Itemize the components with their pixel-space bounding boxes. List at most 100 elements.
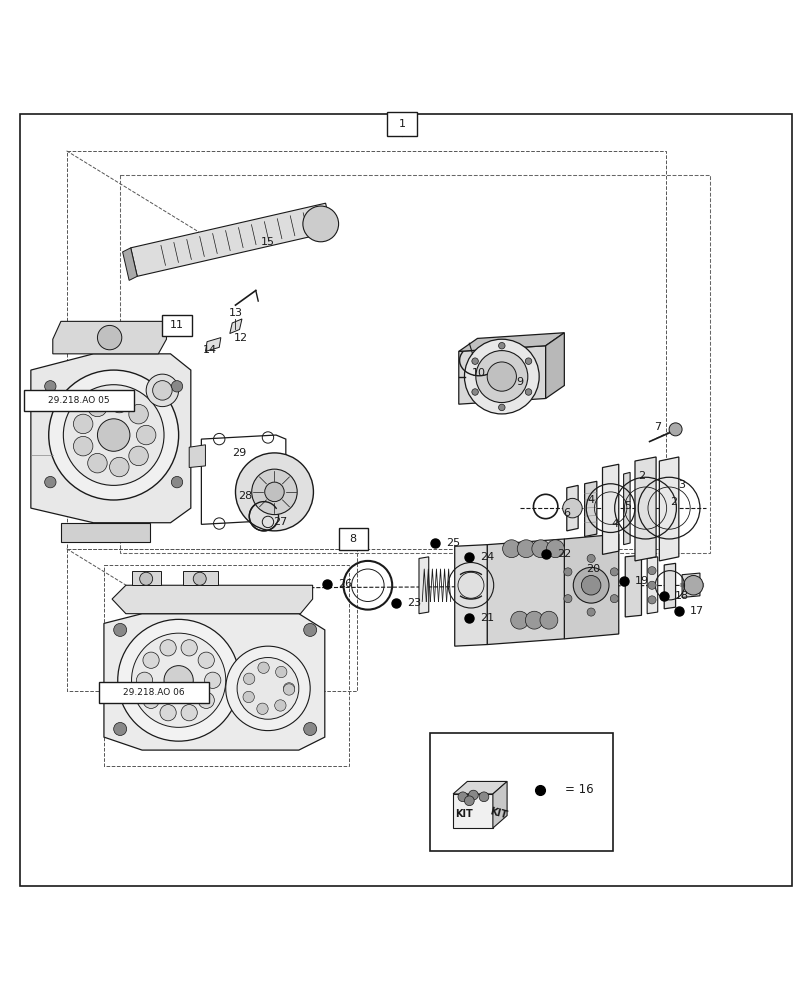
Circle shape [237, 658, 298, 719]
Text: 27: 27 [272, 517, 287, 527]
Polygon shape [189, 445, 205, 468]
Circle shape [242, 691, 254, 703]
Circle shape [487, 362, 516, 391]
Circle shape [181, 640, 197, 656]
Text: 6: 6 [563, 508, 569, 518]
Text: 7: 7 [654, 422, 660, 432]
Polygon shape [418, 557, 428, 614]
Circle shape [464, 796, 474, 806]
Circle shape [118, 619, 239, 741]
Polygon shape [31, 354, 191, 523]
Polygon shape [492, 781, 506, 828]
Polygon shape [458, 346, 545, 404]
Circle shape [63, 385, 164, 485]
Text: 2: 2 [670, 497, 676, 507]
Text: 22: 22 [556, 549, 571, 559]
Text: 21: 21 [479, 613, 494, 623]
Circle shape [139, 572, 152, 585]
Text: = 16: = 16 [564, 783, 593, 796]
Polygon shape [624, 555, 641, 617]
Polygon shape [487, 539, 564, 645]
Polygon shape [131, 571, 161, 585]
Circle shape [562, 498, 581, 518]
Polygon shape [453, 781, 506, 794]
Circle shape [129, 446, 148, 466]
Circle shape [198, 692, 214, 708]
Text: 29.218.AO 05: 29.218.AO 05 [49, 396, 109, 405]
Circle shape [475, 351, 527, 403]
Circle shape [45, 476, 56, 488]
Circle shape [581, 576, 600, 595]
Circle shape [283, 683, 294, 694]
Text: 14: 14 [202, 345, 217, 355]
Polygon shape [602, 464, 618, 554]
Circle shape [498, 404, 504, 411]
Circle shape [573, 567, 608, 603]
Circle shape [114, 722, 127, 735]
Text: 8: 8 [350, 534, 356, 544]
Circle shape [517, 540, 534, 558]
Circle shape [610, 595, 618, 603]
Circle shape [97, 325, 122, 350]
Polygon shape [458, 333, 564, 351]
Text: 17: 17 [689, 606, 703, 616]
Circle shape [109, 393, 129, 413]
Circle shape [303, 623, 316, 636]
Circle shape [160, 705, 176, 721]
Polygon shape [122, 248, 137, 280]
Circle shape [164, 666, 193, 695]
Circle shape [88, 397, 107, 417]
Circle shape [525, 358, 531, 364]
Circle shape [152, 381, 172, 400]
Polygon shape [104, 614, 324, 750]
Circle shape [225, 646, 310, 731]
Circle shape [258, 662, 269, 673]
Text: 2: 2 [637, 471, 644, 481]
Polygon shape [454, 545, 487, 646]
Polygon shape [646, 557, 657, 614]
Text: 12: 12 [234, 333, 248, 343]
Text: 24: 24 [479, 552, 494, 562]
Text: 29.218.AO 06: 29.218.AO 06 [123, 688, 184, 697]
Circle shape [539, 611, 557, 629]
Circle shape [235, 453, 313, 531]
Text: 5: 5 [624, 501, 630, 511]
Polygon shape [659, 457, 678, 561]
Circle shape [303, 722, 316, 735]
Circle shape [471, 358, 478, 364]
Text: 4: 4 [587, 495, 594, 505]
Circle shape [303, 206, 338, 242]
Text: 19: 19 [633, 576, 648, 586]
Text: 13: 13 [228, 308, 242, 318]
Circle shape [264, 482, 284, 502]
Circle shape [136, 672, 152, 688]
Circle shape [243, 673, 255, 684]
Bar [162, 315, 191, 336]
Text: 23: 23 [406, 598, 421, 608]
Circle shape [510, 611, 528, 629]
Circle shape [468, 790, 478, 800]
Circle shape [275, 666, 286, 678]
Text: 20: 20 [585, 564, 599, 574]
Polygon shape [182, 571, 217, 585]
Circle shape [256, 703, 268, 714]
Text: 25: 25 [445, 538, 460, 548]
Text: 15: 15 [260, 237, 275, 247]
Text: 1: 1 [398, 119, 405, 129]
Circle shape [193, 572, 206, 585]
Circle shape [129, 404, 148, 424]
Circle shape [668, 423, 681, 436]
Circle shape [525, 389, 531, 395]
Polygon shape [112, 585, 312, 614]
Circle shape [471, 389, 478, 395]
Bar [99, 682, 208, 703]
Circle shape [610, 568, 618, 576]
Circle shape [198, 652, 214, 668]
Circle shape [502, 540, 520, 558]
Circle shape [683, 576, 702, 595]
Circle shape [114, 623, 127, 636]
Bar [338, 528, 367, 550]
Circle shape [88, 453, 107, 473]
Circle shape [136, 425, 156, 445]
Polygon shape [663, 563, 675, 609]
